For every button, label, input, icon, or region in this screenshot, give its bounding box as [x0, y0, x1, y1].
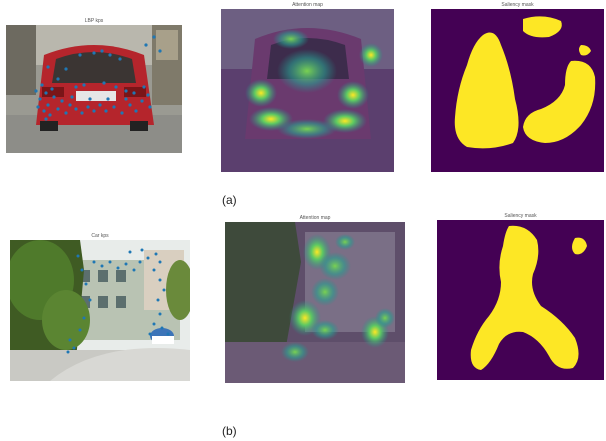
attention-heatmap-car — [221, 9, 394, 172]
row-a-attention-panel: Attention map — [221, 2, 394, 172]
panel-title: Saliency mask — [504, 213, 537, 219]
row-a-keypoints-panel: LBP kps — [6, 18, 182, 153]
panel-title: Saliency mask — [501, 2, 534, 8]
building-keypoints-image — [10, 240, 190, 381]
attention-heatmap-building — [225, 222, 405, 383]
row-b-mask-panel: Saliency mask — [437, 213, 604, 380]
row-a-mask-panel: Saliency mask — [431, 2, 604, 172]
row-a-label: (a) — [222, 193, 237, 207]
panel-title: Car kps — [91, 233, 109, 239]
row-b-label: (b) — [222, 424, 237, 438]
saliency-mask-car — [431, 9, 604, 172]
row-b-keypoints-panel: Car kps — [10, 233, 190, 381]
panel-title: Attention map — [299, 215, 331, 221]
panel-title: Attention map — [292, 2, 323, 8]
car-keypoints-image — [6, 25, 182, 153]
panel-title: LBP kps — [84, 18, 104, 24]
row-b-attention-panel: Attention map — [225, 215, 405, 383]
saliency-mask-building — [437, 220, 604, 380]
